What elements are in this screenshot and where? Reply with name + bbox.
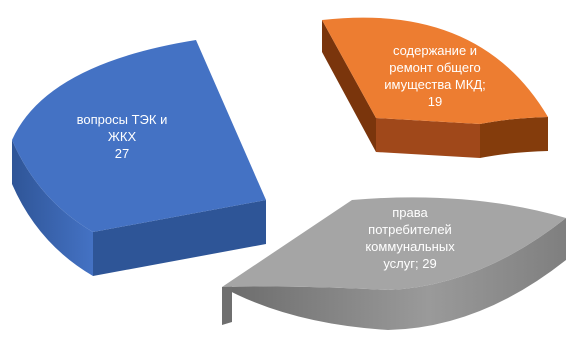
- slice-label-consumers: права потребителей коммунальных услуг; 29: [365, 205, 455, 271]
- slice-consumers-top: [222, 197, 566, 290]
- slice-label-mkd-line: 19: [428, 94, 442, 109]
- slice-mkd-side-outer: [480, 117, 548, 158]
- slice-consumers-side-left: [222, 286, 232, 325]
- slice-label-tek-line: ЖКХ: [108, 129, 137, 144]
- slice-label-tek: вопросы ТЭК и ЖКХ 27: [77, 112, 168, 161]
- slice-label-consumers-line: коммунальных: [365, 239, 455, 254]
- slice-mkd-top: [322, 17, 548, 124]
- slice-label-tek-line: 27: [115, 146, 129, 161]
- slice-label-mkd: содержание и ремонт общего имущества МКД; 1…: [384, 43, 486, 109]
- slice-tek-top: [12, 40, 266, 232]
- slice-consumers: [222, 197, 566, 330]
- slice-label-tek-line: вопросы ТЭК и: [77, 112, 168, 127]
- slice-mkd-side-back: [322, 20, 376, 152]
- slice-mkd: [322, 17, 548, 158]
- slice-tek: [12, 40, 266, 276]
- slice-label-consumers-line: права: [392, 205, 428, 220]
- slice-consumers-side-front: [222, 218, 566, 330]
- slice-tek-side-curve: [12, 140, 93, 276]
- slice-mkd-side-left: [376, 118, 480, 158]
- slice-tek-side-front: [93, 200, 266, 276]
- slice-label-mkd-line: содержание и: [393, 43, 477, 58]
- slice-label-mkd-line: имущества МКД;: [384, 77, 486, 92]
- slice-label-consumers-line: потребителей: [368, 222, 452, 237]
- slice-label-mkd-line: ремонт общего: [389, 60, 481, 75]
- slice-label-consumers-line: услуг; 29: [383, 256, 436, 271]
